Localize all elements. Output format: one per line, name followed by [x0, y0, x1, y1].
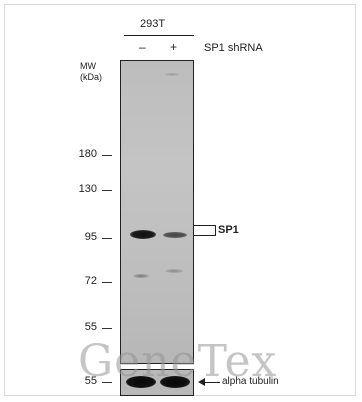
arrow-shaft [204, 382, 220, 383]
marker-tick [102, 328, 112, 329]
sp1-band-lane1 [130, 230, 156, 239]
marker-tick [102, 155, 112, 156]
nonspecific-band-lane2 [165, 269, 183, 273]
cell-line-label: 293T [140, 18, 166, 30]
arrow-left-icon [198, 378, 205, 386]
tubulin-band-lane1 [126, 376, 156, 388]
lane-minus-label: – [139, 40, 146, 54]
cell-line-underline [124, 35, 194, 36]
marker-label: 55 [84, 321, 97, 333]
loading-control-blot [120, 369, 194, 396]
loading-marker-tick [102, 382, 112, 383]
tubulin-band-lane2 [160, 376, 190, 388]
loading-label: alpha tubulin [222, 376, 279, 387]
lane-plus-label: + [170, 40, 178, 54]
sp1-band-lane2 [163, 232, 187, 238]
marker-label: 95 [84, 231, 97, 243]
marker-label: 72 [84, 275, 97, 287]
marker-tick [102, 238, 112, 239]
main-blot [120, 60, 194, 364]
mw-header-line1: MW [80, 61, 96, 71]
loading-marker-label: 55 [84, 375, 97, 387]
mw-header-line2: (kDa) [80, 72, 102, 82]
marker-label: 180 [78, 148, 97, 160]
faint-band-top [165, 73, 179, 76]
sp1-label: SP1 [218, 224, 239, 236]
marker-tick [102, 190, 112, 191]
watermark-logo: GeneTex [78, 336, 278, 387]
nonspecific-band-lane1 [133, 274, 149, 278]
marker-label: 130 [78, 183, 97, 195]
marker-tick [102, 282, 112, 283]
sp1-bracket [194, 225, 216, 236]
treatment-label: SP1 shRNA [204, 42, 263, 54]
